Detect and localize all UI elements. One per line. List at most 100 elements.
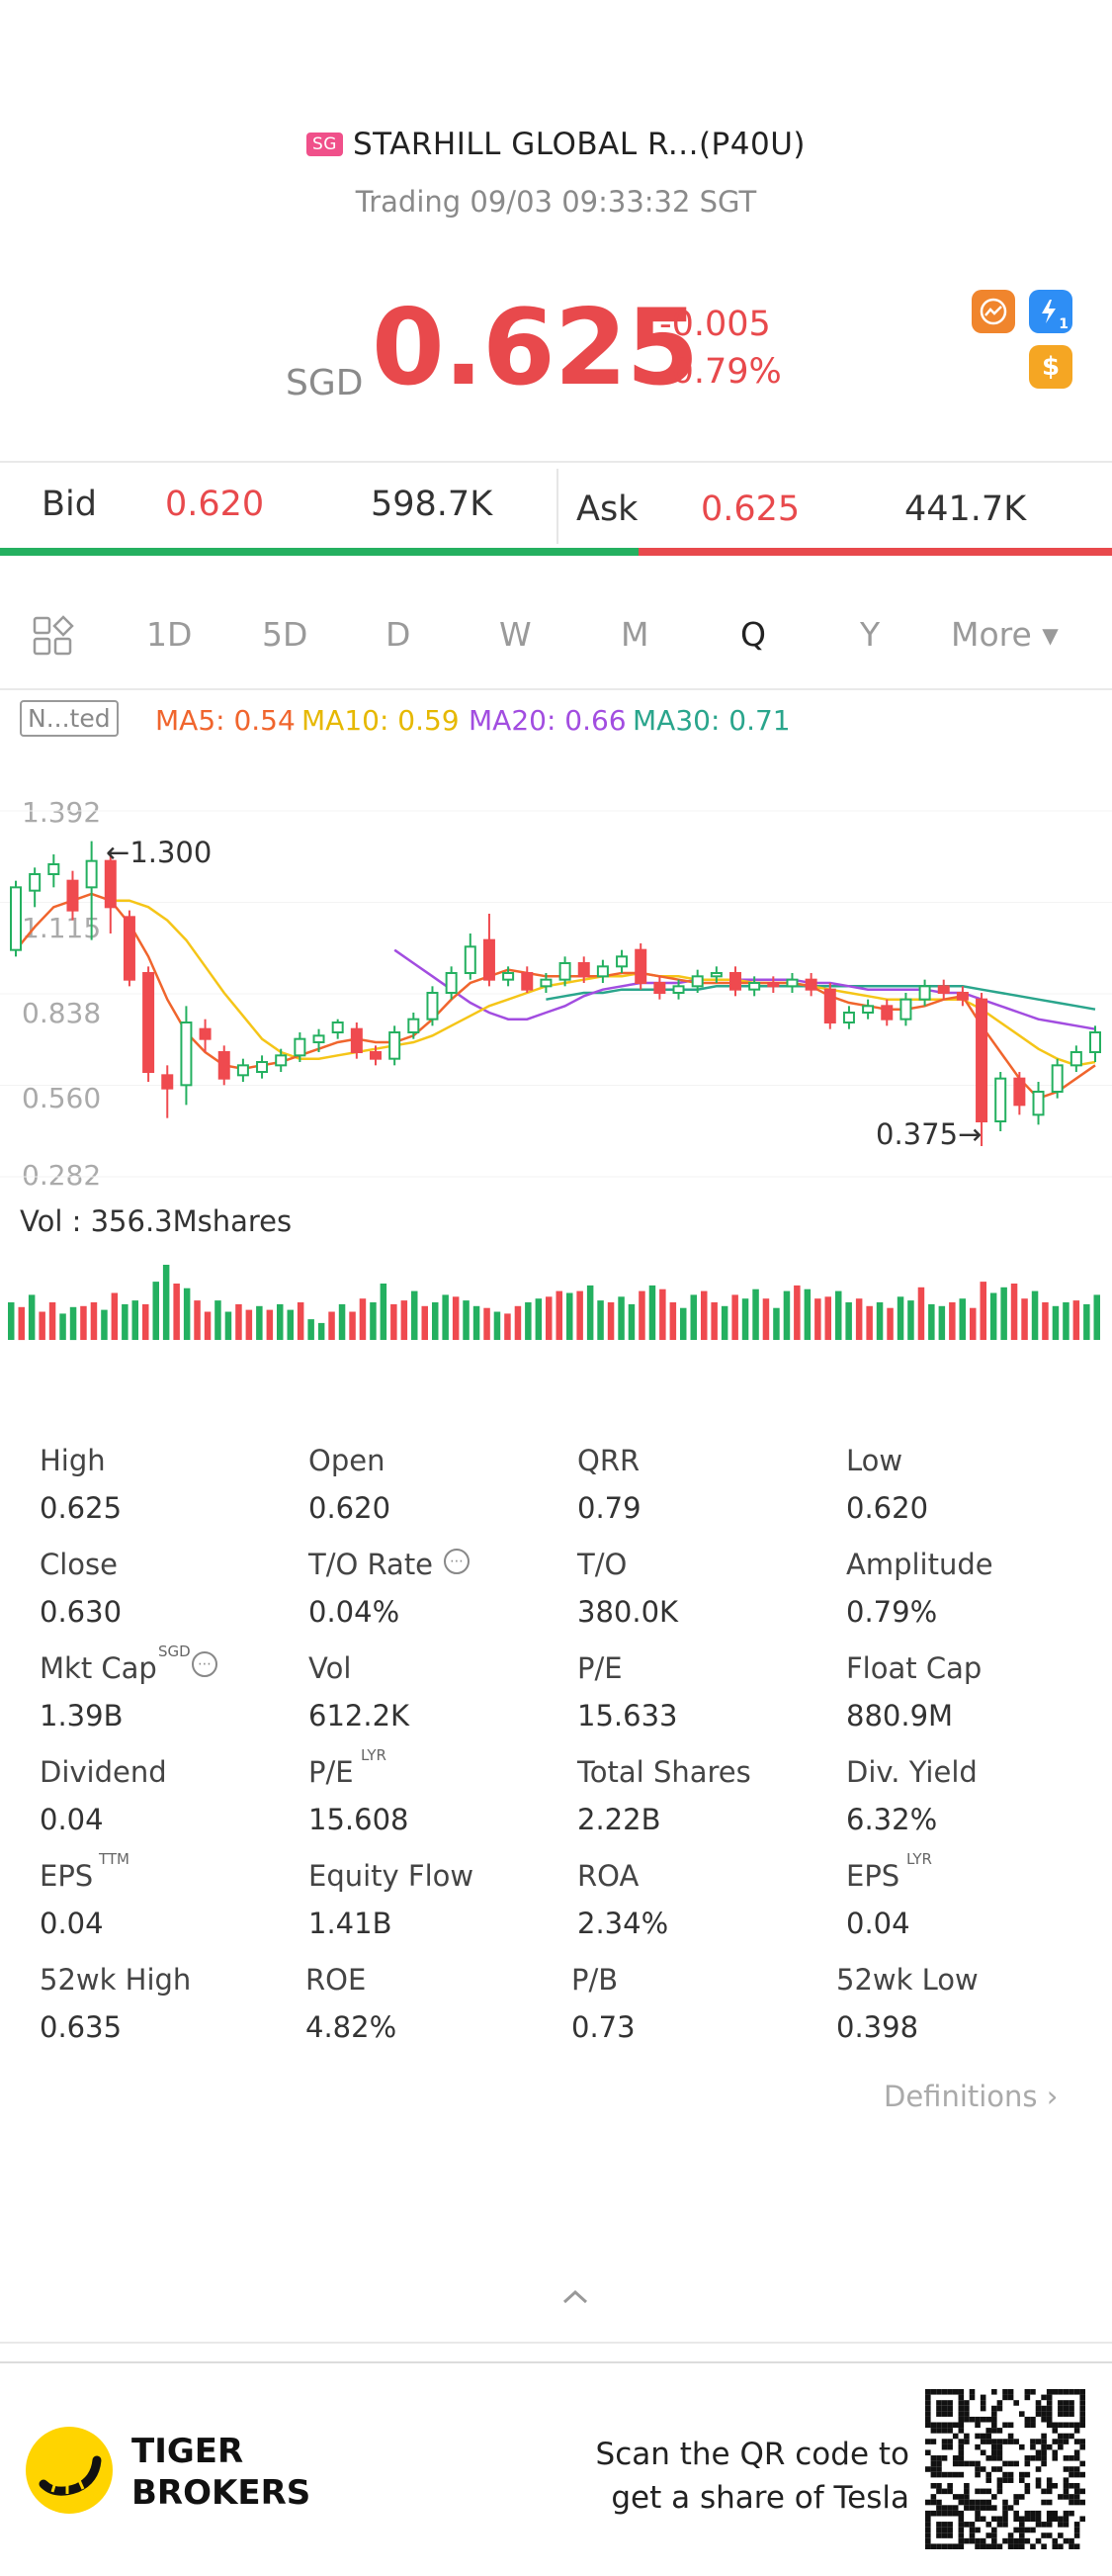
qr-module (925, 2543, 931, 2549)
stat-label-dividend-12: Dividend (40, 1755, 167, 1789)
candle-body (370, 1051, 382, 1060)
candle-36 (691, 969, 704, 993)
flash-icon[interactable]: 1 (1029, 290, 1072, 333)
bid-label: Bid (42, 485, 97, 524)
qr-module (1035, 2537, 1042, 2544)
qr-module (1052, 2510, 1059, 2517)
candle-7 (142, 966, 155, 1082)
volume-bar-10 (111, 1292, 119, 1340)
period-tab-m[interactable]: M (621, 615, 649, 654)
qr-module (925, 2405, 931, 2412)
volume-bar-76 (794, 1285, 801, 1340)
qr-module (1069, 2537, 1074, 2544)
definitions-link[interactable]: Definitions › (884, 2080, 1058, 2113)
qr-module (1063, 2537, 1069, 2544)
candle-11 (217, 1045, 230, 1086)
candle-body (823, 988, 836, 1024)
more-periods-menu[interactable]: More ▾ (951, 615, 1059, 654)
qr-module (1079, 2488, 1085, 2495)
qr-module (1024, 2389, 1031, 2395)
qr-module (1041, 2455, 1047, 2461)
to-rate-info-icon[interactable]: ⋯ (444, 1549, 470, 1574)
qr-module (1063, 2405, 1069, 2412)
qr-module (980, 2416, 986, 2423)
qr-module (985, 2439, 992, 2444)
candle-body (85, 859, 98, 889)
volume-bar-67 (701, 1290, 708, 1340)
candle-24 (464, 933, 476, 980)
ma5-label: MA5: 0.54 (155, 704, 296, 737)
qr-module (952, 2433, 959, 2440)
period-tab-5d[interactable]: 5D (262, 615, 308, 654)
qr-module (941, 2428, 948, 2434)
mkt-cap-info-icon[interactable]: ⋯ (192, 1651, 217, 1677)
volume-bar-21 (224, 1311, 232, 1340)
qr-code[interactable] (925, 2389, 1085, 2549)
qr-module (964, 2537, 970, 2544)
candle-29 (558, 956, 571, 987)
qr-module (985, 2488, 992, 2495)
candle-43 (823, 983, 836, 1029)
qr-module (1063, 2411, 1069, 2417)
qr-module (996, 2455, 1003, 2461)
period-tab-q[interactable]: Q (740, 615, 766, 654)
qr-module (969, 2394, 976, 2401)
chevron-up-icon[interactable] (560, 2286, 590, 2310)
layout-grid-icon[interactable] (32, 615, 75, 661)
period-tab-1d[interactable]: 1D (146, 615, 193, 654)
qr-module (1024, 2460, 1031, 2467)
qr-module (1073, 2449, 1080, 2456)
qr-module (975, 2510, 981, 2517)
qr-module (1030, 2439, 1036, 2444)
qr-module (1041, 2543, 1047, 2549)
volume-bar-89 (928, 1303, 935, 1340)
qr-module (1073, 2428, 1080, 2434)
volume-bar-86 (897, 1296, 904, 1340)
dollar-icon[interactable]: $ (1029, 345, 1072, 389)
stat-value-52wk-high-20: 0.635 (40, 2010, 123, 2044)
chart-icon[interactable] (972, 290, 1015, 333)
qr-module (1069, 2400, 1074, 2406)
candle-2 (47, 854, 60, 888)
qr-module (1052, 2449, 1059, 2456)
volume-bar-63 (659, 1288, 666, 1340)
brand-line-1: TIGER (131, 2432, 244, 2471)
adjust-tag[interactable]: N...ted (20, 700, 119, 737)
qr-module (1063, 2400, 1069, 2406)
period-tab-w[interactable]: W (499, 615, 532, 654)
qr-module (947, 2510, 953, 2517)
qr-module (1079, 2439, 1085, 2444)
y-tick-4: 0.560 (22, 1082, 102, 1114)
candle-16 (312, 1028, 325, 1052)
candle-body (275, 1054, 288, 1067)
period-tab-y[interactable]: Y (860, 615, 881, 654)
candle-body (104, 859, 117, 909)
period-tab-d[interactable]: D (385, 615, 411, 654)
candle-48 (918, 979, 931, 1007)
qr-module (936, 2488, 942, 2495)
qr-module (996, 2522, 1003, 2528)
qr-module (1073, 2389, 1080, 2395)
qr-module (936, 2455, 942, 2461)
volume-chart[interactable] (0, 1236, 1112, 1345)
qr-module (1018, 2516, 1025, 2523)
volume-bar-54 (566, 1292, 573, 1340)
qr-module (1069, 2482, 1074, 2489)
qr-module (958, 2405, 965, 2412)
qr-module (1069, 2499, 1074, 2506)
promo-footer: TIGER BROKERS Scan the QR code to get a … (0, 2361, 1112, 2576)
qr-module (969, 2416, 976, 2423)
qr-module (1030, 2510, 1036, 2517)
candle-body (596, 965, 609, 978)
volume-bar-35 (370, 1302, 377, 1340)
qr-module (996, 2439, 1003, 2444)
candle-body (66, 879, 79, 912)
candlestick-chart[interactable] (0, 781, 1112, 1355)
candle-49 (937, 979, 950, 1000)
volume-bar-80 (835, 1290, 842, 1340)
qr-module (964, 2522, 970, 2528)
qr-module (1013, 2543, 1019, 2549)
qr-module (947, 2422, 953, 2429)
ask-label: Ask (576, 489, 639, 529)
qr-module (991, 2532, 997, 2538)
